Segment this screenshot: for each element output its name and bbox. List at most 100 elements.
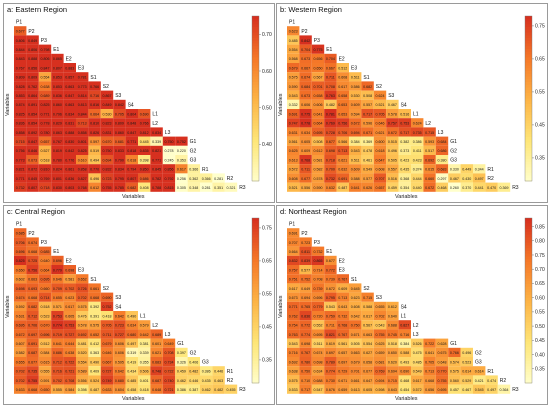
- cell-value-label: 0.575: [78, 305, 87, 309]
- cell-G1-L1: [138, 136, 151, 146]
- cell-value-label: 0.668: [28, 296, 37, 300]
- cell-value-label: 0.561: [289, 140, 298, 144]
- cell-value-label: 0.812: [140, 131, 149, 135]
- cell-G2-P3: [38, 347, 52, 357]
- cell-L1-S4: [398, 109, 411, 119]
- cell-value-label: 0.406: [189, 360, 198, 364]
- cell-S2-P3: [38, 283, 52, 293]
- cell-value-label: 0.608: [289, 177, 298, 181]
- cell-R3-L3: [435, 384, 449, 394]
- cell-S3-S2: [100, 90, 114, 100]
- cell-G2-P2: [299, 145, 312, 155]
- cell-L2-E1: [51, 118, 64, 128]
- cell-value-label: 0.712: [28, 314, 37, 318]
- colorbar-segment: [252, 164, 259, 168]
- cell-value-label: 0.768: [78, 186, 87, 190]
- cell-R2-G3: [200, 173, 213, 183]
- y-axis-title: Variables: [278, 93, 284, 116]
- cell-S2-P3: [38, 81, 52, 91]
- cell-value-label: 0.604: [115, 388, 124, 392]
- colorbar-segment: [525, 101, 532, 105]
- colorbar-segment: [252, 226, 259, 230]
- colorbar-segment: [525, 161, 532, 165]
- cell-L2-S1: [361, 118, 374, 128]
- colorbar-segment: [525, 303, 532, 307]
- colorbar-segment: [525, 109, 532, 113]
- cell-value-label: 0.658: [363, 360, 372, 364]
- cell-R1-P3: [38, 164, 52, 174]
- cell-value-label: 0.706: [338, 131, 347, 135]
- colorbar-segment: [525, 131, 532, 135]
- cell-L3-E3: [349, 329, 362, 339]
- diag-label-R3: R3: [512, 185, 519, 191]
- cell-value-label: 0.684: [301, 85, 310, 89]
- colorbar-segment: [525, 16, 532, 20]
- colorbar-segment: [525, 226, 532, 230]
- cell-R1-S2: [373, 366, 387, 376]
- cell-value-label: 0.572: [413, 388, 422, 392]
- colorbar-segment: [252, 82, 259, 86]
- diag-label-E2: E2: [66, 258, 72, 264]
- cell-value-label: 0.653: [338, 103, 347, 107]
- cell-value-label: 0.606: [115, 351, 124, 355]
- cell-value-label: 0.806: [41, 57, 50, 61]
- cell-R1-P2: [26, 366, 39, 376]
- cell-G2-S2: [373, 145, 387, 155]
- cell-value-label: 0.809: [28, 76, 37, 80]
- cell-R2-G2: [460, 173, 473, 183]
- cell-value-label: 0.720: [314, 314, 323, 318]
- cell-value-label: 0.747: [289, 122, 298, 126]
- cell-S1-E3: [76, 274, 89, 284]
- cell-value-label: 0.767: [16, 66, 25, 70]
- cell-G2-E1: [324, 347, 337, 357]
- colorbar-segment: [525, 51, 532, 55]
- cell-S2-P1: [287, 283, 300, 293]
- cell-value-label: 0.609: [338, 287, 347, 291]
- cell-value-label: 0.567: [363, 324, 372, 328]
- cell-value-label: 0.412: [90, 342, 99, 346]
- cell-G3-L1: [138, 357, 151, 367]
- cell-value-label: 0.796: [53, 112, 62, 116]
- cell-value-label: 0.578: [314, 177, 323, 181]
- cell-G2-E2: [63, 347, 76, 357]
- cell-value-label: 0.667: [103, 360, 112, 364]
- cell-R3-S2: [373, 384, 387, 394]
- cell-G2-P3: [311, 347, 325, 357]
- cell-S2-P1: [14, 283, 27, 293]
- cell-R3-S4: [125, 182, 138, 192]
- cell-L2-P3: [38, 118, 52, 128]
- cell-value-label: 0.387: [189, 388, 198, 392]
- cell-G2-L1: [411, 347, 424, 357]
- cell-value-label: 0.476: [78, 314, 87, 318]
- cell-value-label: 0.858: [78, 168, 87, 172]
- cell-value-label: 0.836: [65, 177, 74, 181]
- cell-value-label: 0.716: [400, 333, 409, 337]
- cell-value-label: 0.679: [103, 342, 112, 346]
- cell-value-label: 0.454: [400, 388, 409, 392]
- cell-value-label: 0.656: [425, 388, 434, 392]
- colorbar-segment: [525, 46, 532, 50]
- cell-S2-P2: [26, 81, 39, 91]
- cell-value-label: 0.752: [103, 305, 112, 309]
- cell-value-label: 0.750: [351, 324, 360, 328]
- cell-value-label: 0.653: [338, 112, 347, 116]
- cell-value-label: 0.596: [363, 122, 372, 126]
- colorbar-segment: [252, 54, 259, 58]
- cell-value-label: 0.694: [301, 296, 310, 300]
- diag-label-P2: P2: [28, 231, 34, 237]
- diag-label-S2: S2: [103, 286, 109, 292]
- cell-R1-S1: [361, 164, 374, 174]
- cell-value-label: 0.549: [363, 168, 372, 172]
- cell-R1-S3: [386, 164, 399, 174]
- cell-G3-S3: [386, 357, 399, 367]
- cell-value-label: 0.642: [115, 314, 124, 318]
- cell-value-label: 0.856: [28, 66, 37, 70]
- colorbar-segment: [525, 223, 532, 227]
- colorbar-segment: [525, 297, 532, 301]
- cell-value-label: 0.582: [314, 168, 323, 172]
- cell-value-label: 0.681: [376, 360, 385, 364]
- cell-R3-G1: [448, 182, 461, 192]
- cell-S4-S1: [361, 99, 374, 109]
- colorbar-segment: [525, 248, 532, 252]
- cell-S4-E1: [51, 301, 64, 311]
